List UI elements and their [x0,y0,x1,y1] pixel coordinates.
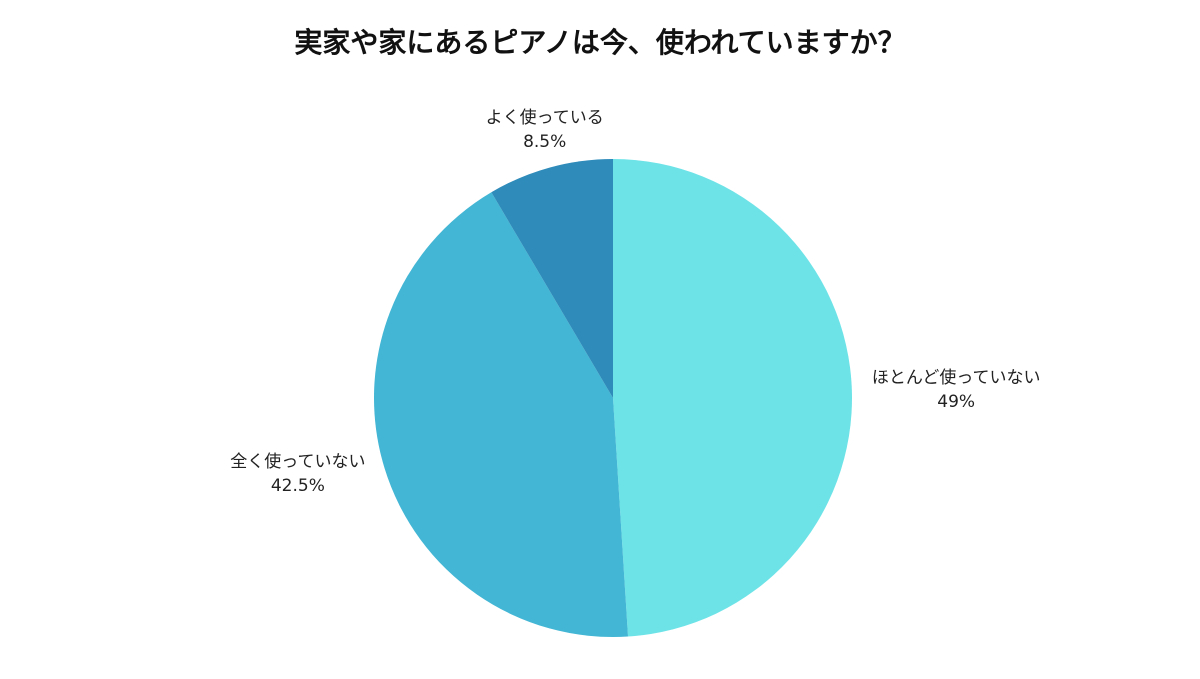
value-label: 42.5% [271,476,325,496]
category-label: よく使っている [486,107,604,128]
slice-label: よく使っている 8.5% [486,107,604,152]
value-label: 8.5% [523,132,566,152]
category-label: 全く使っていない [230,451,365,472]
pie-slice [613,159,852,637]
value-label: 49% [937,392,975,412]
pie-slice [491,159,613,398]
slice-label: 全く使っていない 42.5% [230,451,365,496]
pie-slice [374,192,629,637]
chart-title: 実家や家にあるピアノは今、使われていますか？ [294,26,905,59]
category-label: ほとんど使っていない [872,367,1041,388]
slice-label: ほとんど使っていない 49% [872,367,1041,412]
